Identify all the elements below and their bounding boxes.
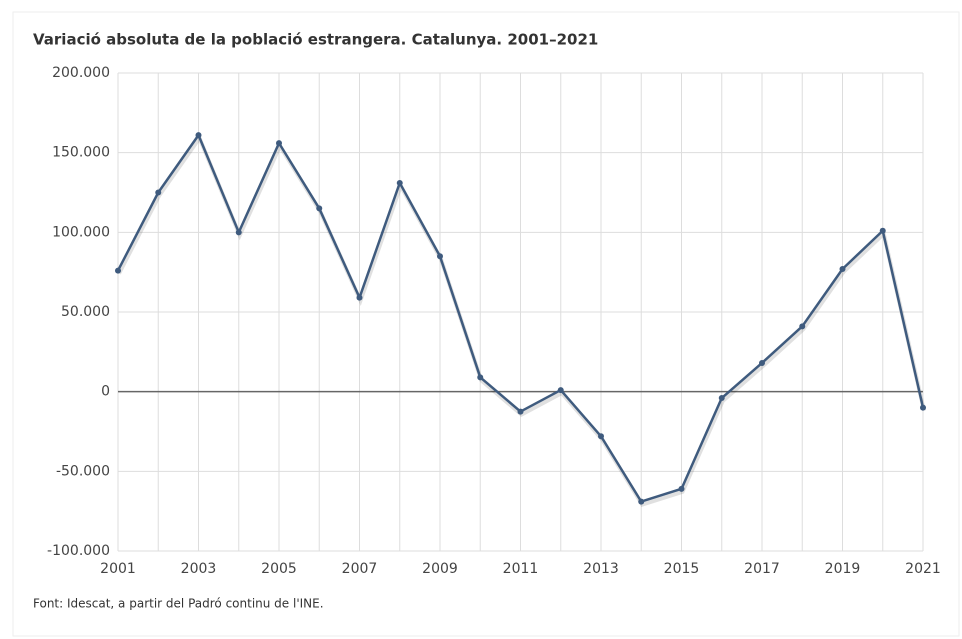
x-tick-label: 2001 <box>100 561 136 577</box>
point <box>517 408 524 415</box>
x-tick-label: 2013 <box>583 561 619 577</box>
x-tick-label: 2015 <box>664 561 700 577</box>
x-tick-label: 2017 <box>744 561 780 577</box>
line-shadow <box>117 134 926 507</box>
point <box>879 227 886 234</box>
point <box>557 387 564 394</box>
source-note: Font: Idescat, a partir del Padró contin… <box>33 597 324 611</box>
point <box>839 265 846 272</box>
x-tick-label: 2005 <box>261 561 297 577</box>
point <box>155 189 162 196</box>
point <box>356 294 363 301</box>
y-tick-label: 200.000 <box>52 65 110 81</box>
point <box>718 395 725 402</box>
y-tick-label: 0 <box>101 384 110 400</box>
panel <box>12 11 960 637</box>
x-tick-label: 2007 <box>342 561 378 577</box>
y-tick-label: -100.000 <box>47 543 110 559</box>
x-tick-label: 2011 <box>503 561 539 577</box>
point <box>638 498 645 505</box>
point <box>195 132 202 139</box>
x-tick-label: 2003 <box>181 561 217 577</box>
chart-title: Variació absoluta de la població estrang… <box>33 31 598 49</box>
y-tick-label: 50.000 <box>61 304 110 320</box>
y-tick-label: -50.000 <box>56 463 110 479</box>
point <box>799 323 806 330</box>
point <box>759 359 765 366</box>
x-tick-label: 2009 <box>422 561 458 577</box>
point <box>115 267 121 274</box>
y-tick-label: 100.000 <box>52 224 110 240</box>
point <box>235 229 242 236</box>
point <box>477 374 484 381</box>
point <box>598 433 604 440</box>
point <box>316 205 323 212</box>
point <box>276 140 282 147</box>
point <box>678 485 685 492</box>
y-tick-label: 150.000 <box>52 145 110 161</box>
x-tick-label: 2019 <box>825 561 861 577</box>
point <box>437 253 443 260</box>
point <box>920 404 926 411</box>
x-tick-label: 2021 <box>905 561 941 577</box>
point <box>396 179 403 186</box>
